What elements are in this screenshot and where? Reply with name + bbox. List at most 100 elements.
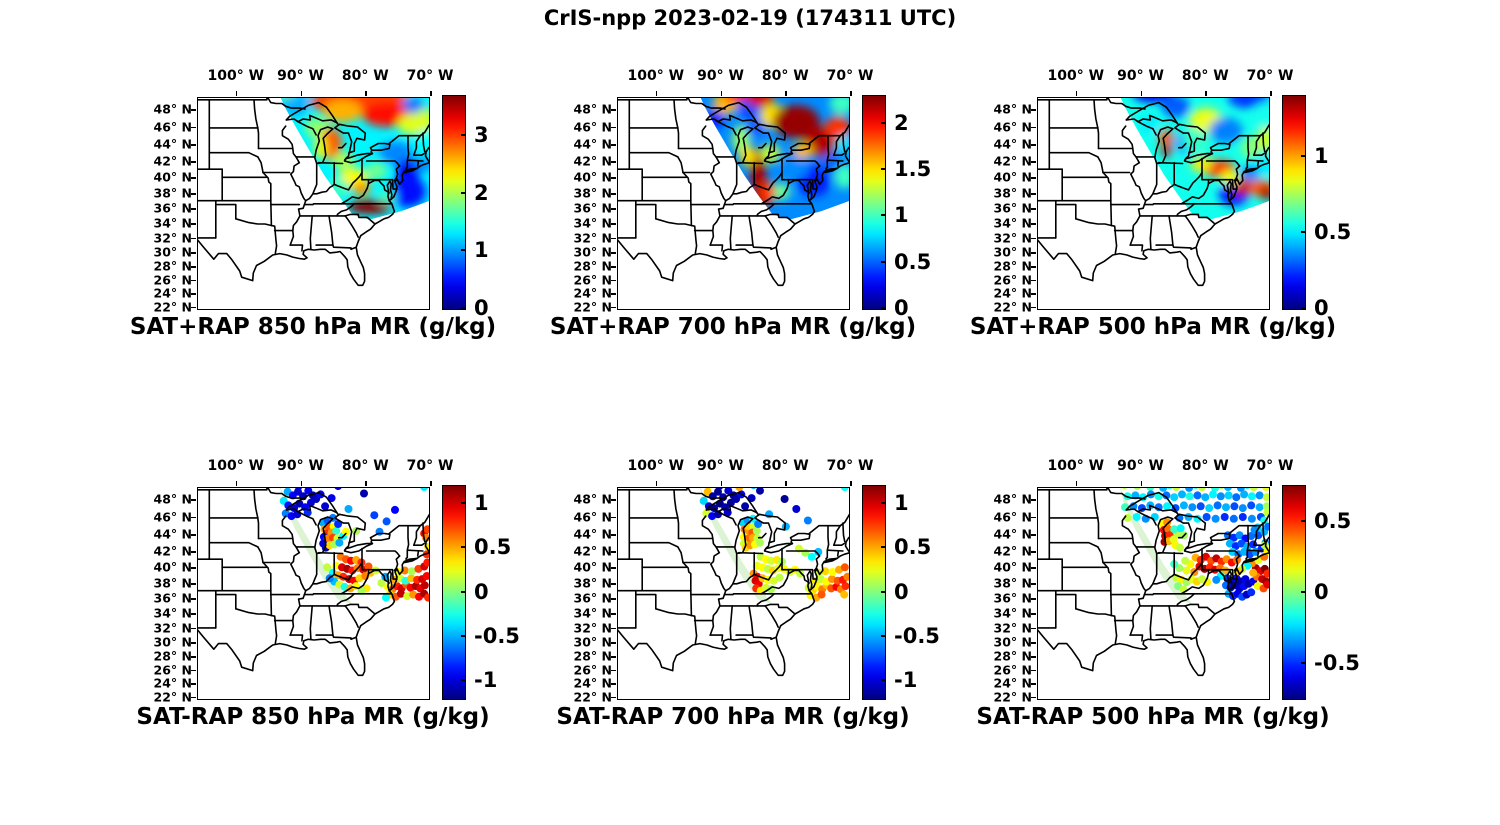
lat-tick-mark [1031, 696, 1036, 699]
colorbar-tick-mark [1301, 307, 1306, 309]
map-border [1137, 120, 1157, 136]
map-border [1154, 126, 1174, 165]
lon-tick-mark [1270, 91, 1272, 96]
map-frame [1037, 487, 1270, 700]
data-point [828, 568, 837, 576]
lat-tick-mark [611, 306, 616, 309]
lat-tick-label: 22° N [153, 299, 192, 315]
lon-tick-label: 70° W [1246, 68, 1294, 84]
map-border [1244, 557, 1258, 564]
map-border [1125, 504, 1178, 514]
data-point [423, 558, 430, 567]
lat-tick-mark [1031, 237, 1036, 240]
map-border [1157, 551, 1184, 555]
colorbar-tick-label: -1 [894, 668, 918, 693]
data-point [332, 526, 341, 535]
data-point [796, 569, 805, 578]
lon-tick-mark [1140, 481, 1143, 486]
map-border [790, 149, 794, 155]
lat-tick-mark [191, 208, 196, 210]
lat-tick-mark [611, 109, 616, 111]
map-border [833, 152, 845, 157]
lat-tick-mark [611, 208, 616, 210]
lat-tick-mark [191, 696, 196, 699]
map-border [1180, 572, 1210, 595]
map-border [1176, 511, 1180, 517]
map-canvas-3 [197, 487, 430, 700]
data-point [1179, 501, 1188, 510]
map-border [1121, 515, 1147, 636]
lat-tick-mark [191, 613, 196, 615]
data-point [767, 556, 775, 565]
map-border [1125, 491, 1178, 514]
lat-tick-mark [611, 627, 616, 630]
data-point [396, 589, 405, 598]
data-point [344, 505, 353, 513]
map-border [315, 244, 357, 251]
map-canvas-2 [1037, 97, 1270, 310]
map-border [763, 152, 794, 164]
colorbar-tick-label: 0 [1314, 296, 1329, 320]
colorbar [862, 485, 886, 700]
lon-tick-label: 80° W [761, 68, 809, 84]
lat-tick-mark [611, 683, 616, 685]
map-border [367, 569, 390, 584]
data-point [1170, 493, 1179, 502]
map-border [1110, 614, 1118, 645]
lat-tick-mark [611, 613, 616, 615]
data-point [1178, 490, 1186, 499]
data-point [1220, 513, 1229, 521]
map-border [1184, 215, 1199, 238]
lat-tick-label: 26° N [573, 272, 612, 288]
map-border [256, 127, 260, 150]
lat-tick-mark [191, 252, 196, 254]
map-border [388, 524, 422, 535]
map-border [1253, 152, 1265, 157]
lat-tick-mark [611, 252, 616, 254]
swath-blob [1132, 97, 1175, 103]
swath-blob [402, 97, 425, 113]
lon-tick-mark [430, 91, 432, 96]
colorbar-tick-mark [881, 260, 886, 263]
lat-tick-label: 40° N [573, 169, 612, 185]
map-border [343, 151, 350, 162]
map-border [344, 213, 376, 225]
lat-tick-label: 40° N [573, 559, 612, 575]
map-border [690, 614, 698, 645]
map-border [1121, 125, 1147, 246]
data-point [377, 579, 386, 587]
map-border [336, 593, 356, 607]
map-border [285, 114, 338, 124]
lon-tick-label: 90° W [697, 68, 744, 84]
map-border [297, 120, 317, 136]
colorbar-tick-mark [461, 191, 466, 194]
map-border [1125, 114, 1178, 124]
state-borders [197, 487, 430, 677]
lat-tick-mark [1031, 499, 1036, 501]
map-border [682, 561, 692, 592]
map-border [1210, 539, 1214, 545]
map-border [808, 524, 842, 535]
lon-tick-label: 90° W [277, 68, 324, 84]
swath-blob [1209, 117, 1243, 144]
lat-tick-mark [1031, 613, 1036, 615]
lat-tick-label: 42° N [573, 543, 612, 559]
map-border [328, 215, 334, 246]
lat-tick-mark [191, 567, 196, 569]
map-border [405, 134, 410, 170]
map-border [208, 541, 259, 548]
map-border [1096, 546, 1104, 564]
lat-tick-mark [1031, 252, 1036, 254]
lon-tick-mark [850, 481, 852, 486]
lat-tick-label: 46° N [573, 509, 612, 525]
data-point [1164, 525, 1173, 534]
map-border [1210, 149, 1214, 155]
map-border [1209, 142, 1231, 152]
map-border [756, 593, 776, 607]
colorbar-tick-label: 1.5 [894, 157, 932, 182]
lat-tick-label: 44° N [153, 136, 192, 152]
map-border [757, 532, 767, 539]
map-border [709, 244, 724, 252]
lat-tick-mark [611, 516, 616, 519]
lon-tick-mark [300, 91, 303, 96]
